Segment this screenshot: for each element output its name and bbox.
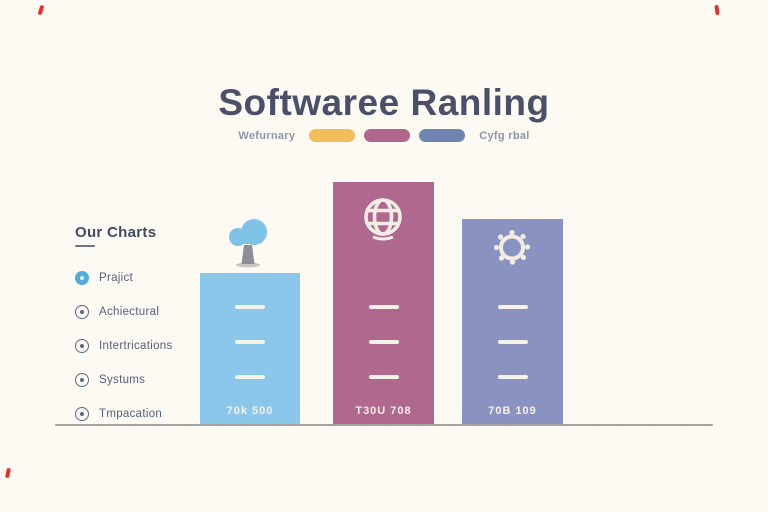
bar-dash	[497, 305, 528, 309]
globe-icon	[359, 195, 407, 243]
bar-dash	[235, 375, 265, 379]
legend-right-label: Cyfg rbal	[479, 129, 530, 142]
bullet-circle-icon	[75, 407, 89, 421]
bar-value-label: 70B 109	[488, 405, 537, 417]
sidebar-heading: Our Charts	[75, 224, 157, 241]
legend: Wefurnary Cyfg rbal	[0, 129, 768, 142]
bar-dash	[497, 340, 528, 344]
bar-dash	[497, 375, 528, 379]
sidebar-item-systums[interactable]: Systums	[75, 363, 205, 397]
sidebar-item-label: Systums	[99, 374, 146, 386]
legend-pill-mauve	[364, 129, 411, 142]
bar-dash	[368, 340, 399, 344]
sidebar-item-achiectural[interactable]: Achiectural	[75, 295, 205, 329]
bar-dash	[235, 305, 265, 309]
axis-baseline	[55, 424, 713, 426]
sidebar-item-label: Intertrications	[99, 340, 173, 352]
gear-icon	[491, 227, 533, 269]
sidebar-list: Prajict Achiectural Intertrications Syst…	[75, 261, 205, 431]
sidebar-item-prajict[interactable]: Prajict	[75, 261, 205, 295]
bar-slate: 70B 109	[462, 219, 563, 425]
corner-mark-top-left	[37, 4, 45, 16]
legend-left-label: Wefurnary	[238, 129, 296, 142]
tree-icon	[222, 215, 274, 269]
bullet-circle-icon	[75, 305, 89, 319]
bullet-circle-icon	[75, 339, 89, 353]
bullet-circle-icon	[75, 373, 89, 387]
sidebar-item-tmpacation[interactable]: Tmpacation	[75, 397, 205, 431]
sidebar-heading-underline	[75, 245, 95, 247]
sidebar-item-label: Prajict	[99, 272, 134, 284]
corner-mark-top-right	[714, 4, 720, 16]
bar-dash	[368, 305, 399, 309]
legend-pill-blue	[419, 129, 466, 142]
bar-value-label: 70k 500	[226, 405, 274, 417]
sidebar-item-label: Tmpacation	[99, 408, 163, 420]
bullet-circle-icon	[75, 271, 89, 285]
bar-value-label: T30U 708	[355, 405, 412, 417]
sidebar: Our Charts Prajict Achiectural Intertric…	[75, 224, 205, 431]
bar-dash	[368, 375, 399, 379]
sidebar-item-label: Achiectural	[99, 306, 160, 318]
bar-dash	[235, 340, 265, 344]
page-title: Softwaree Ranling	[218, 82, 550, 123]
legend-pill-yellow	[309, 129, 356, 142]
sidebar-item-intertrications[interactable]: Intertrications	[75, 329, 205, 363]
bar-lightblue: 70k 500	[200, 273, 300, 425]
corner-mark-bottom-left	[5, 467, 11, 479]
